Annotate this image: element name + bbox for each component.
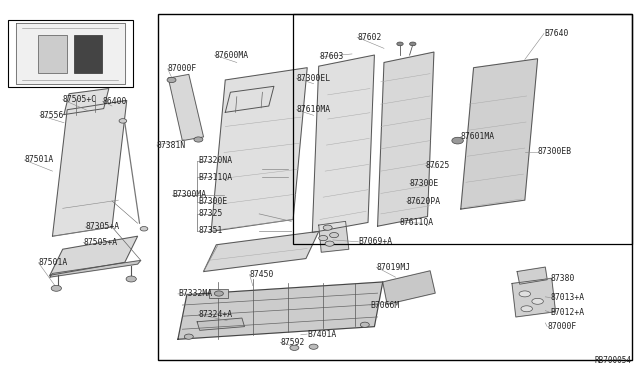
- Text: 87019MJ: 87019MJ: [376, 263, 410, 272]
- Text: 87602: 87602: [357, 33, 381, 42]
- Text: 87611QA: 87611QA: [400, 218, 434, 227]
- Polygon shape: [512, 278, 556, 317]
- Text: 87300EB: 87300EB: [538, 147, 572, 156]
- Circle shape: [397, 42, 403, 46]
- Polygon shape: [168, 74, 204, 141]
- Circle shape: [214, 291, 223, 296]
- Polygon shape: [312, 55, 374, 232]
- Text: B7300MA: B7300MA: [173, 190, 207, 199]
- Ellipse shape: [521, 306, 532, 312]
- Circle shape: [167, 77, 176, 83]
- Polygon shape: [16, 23, 125, 84]
- Text: 87305+A: 87305+A: [85, 222, 119, 231]
- Circle shape: [51, 285, 61, 291]
- Bar: [38, 35, 67, 73]
- Text: B7401A: B7401A: [307, 330, 337, 339]
- Text: 87600MA: 87600MA: [214, 51, 248, 60]
- Circle shape: [452, 137, 463, 144]
- Text: 87501A: 87501A: [38, 258, 68, 267]
- Polygon shape: [204, 231, 319, 272]
- Text: 87380: 87380: [550, 274, 575, 283]
- Text: 87000F: 87000F: [168, 64, 197, 73]
- Polygon shape: [52, 100, 127, 236]
- Polygon shape: [50, 260, 141, 277]
- Circle shape: [319, 235, 328, 241]
- Polygon shape: [378, 52, 434, 226]
- Text: B7320NA: B7320NA: [198, 156, 232, 165]
- Text: RB700054: RB700054: [595, 356, 632, 365]
- Text: 87000F: 87000F: [547, 322, 577, 331]
- Polygon shape: [50, 236, 138, 275]
- Polygon shape: [225, 86, 274, 112]
- Bar: [8, 20, 133, 87]
- Circle shape: [194, 137, 203, 142]
- Bar: [293, 14, 632, 244]
- Text: B7332MA: B7332MA: [178, 289, 212, 298]
- Circle shape: [140, 227, 148, 231]
- Circle shape: [360, 322, 369, 327]
- Text: 87450: 87450: [250, 270, 274, 279]
- Ellipse shape: [519, 291, 531, 297]
- Text: 87556: 87556: [40, 111, 64, 120]
- Text: B7066M: B7066M: [370, 301, 399, 310]
- Polygon shape: [517, 267, 547, 284]
- Circle shape: [410, 42, 416, 46]
- Text: B7311QA: B7311QA: [198, 173, 232, 182]
- Circle shape: [330, 232, 339, 238]
- Text: 87300EL: 87300EL: [296, 74, 330, 83]
- Ellipse shape: [532, 298, 543, 304]
- Bar: [74, 35, 102, 73]
- Text: 87324+A: 87324+A: [198, 310, 232, 319]
- Text: 87351: 87351: [198, 226, 223, 235]
- Text: 87501A: 87501A: [24, 155, 54, 164]
- Text: 87620PA: 87620PA: [406, 197, 440, 206]
- Polygon shape: [64, 89, 109, 115]
- Polygon shape: [211, 68, 307, 231]
- Polygon shape: [197, 318, 244, 330]
- Text: B7300E: B7300E: [198, 198, 228, 206]
- Text: 87592: 87592: [280, 338, 305, 347]
- Text: 87603: 87603: [320, 52, 344, 61]
- Text: 87505+A: 87505+A: [83, 238, 117, 247]
- Polygon shape: [178, 282, 383, 339]
- Polygon shape: [319, 221, 349, 252]
- Polygon shape: [383, 271, 435, 304]
- Circle shape: [126, 276, 136, 282]
- Circle shape: [309, 344, 318, 349]
- Text: 87610MA: 87610MA: [296, 105, 330, 114]
- Text: 87625: 87625: [426, 161, 450, 170]
- Text: 87325: 87325: [198, 209, 223, 218]
- Text: 86400: 86400: [102, 97, 127, 106]
- Circle shape: [184, 334, 193, 339]
- Text: 87300E: 87300E: [410, 179, 439, 188]
- Text: 87013+A: 87013+A: [550, 293, 584, 302]
- Circle shape: [290, 345, 299, 350]
- Bar: [209, 289, 228, 298]
- Text: 87601MA: 87601MA: [461, 132, 495, 141]
- Text: 87505+C: 87505+C: [63, 95, 97, 104]
- Text: B7640: B7640: [544, 29, 568, 38]
- Circle shape: [323, 225, 332, 230]
- Text: 87381N: 87381N: [157, 141, 186, 150]
- Bar: [158, 14, 632, 360]
- Circle shape: [325, 241, 334, 246]
- Circle shape: [119, 119, 127, 123]
- Text: B7069+A: B7069+A: [358, 237, 392, 246]
- Text: B7012+A: B7012+A: [550, 308, 584, 317]
- Polygon shape: [461, 59, 538, 209]
